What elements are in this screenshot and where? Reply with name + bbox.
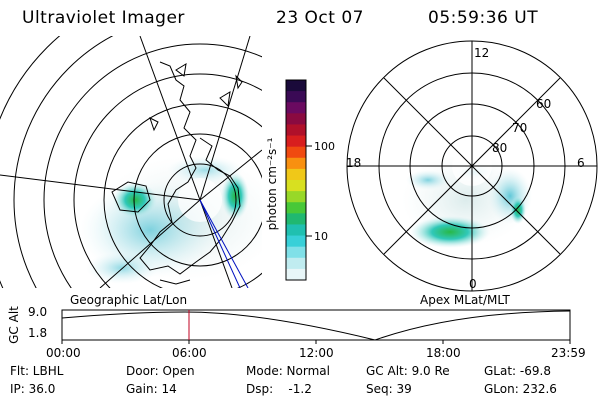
colorbar-segment	[286, 213, 306, 226]
colorbar-segment	[286, 157, 306, 170]
direction-line-1	[199, 199, 249, 288]
colorbar-segment	[286, 180, 306, 192]
altitude-curve	[61, 310, 571, 341]
colorbar-unit-label: photon cm⁻²s⁻¹	[265, 137, 279, 231]
colorbar-segment	[286, 91, 306, 103]
instrument-title: Ultraviolet Imager	[22, 8, 185, 28]
mlt-label-12: 12	[474, 46, 490, 60]
colorbar-segment	[286, 113, 306, 126]
colorbar-segment	[286, 202, 306, 214]
ip-info: IP: 36.0	[10, 382, 56, 396]
mlt-label-18: 18	[346, 156, 362, 170]
mlat-label-70: 70	[512, 121, 528, 135]
date-label: 23 Oct 07	[276, 8, 364, 28]
right-panel-label: Apex MLat/MLT	[420, 293, 510, 307]
colorbar-segment	[286, 135, 306, 148]
altitude-ylabel: GC Alt	[7, 306, 21, 344]
altitude-plot-frame	[61, 309, 571, 341]
colorbar	[286, 80, 306, 281]
dsp-info: Dsp: -1.2	[246, 382, 312, 396]
altitude-xtick-0000: 00:00	[46, 346, 81, 360]
coastlines	[111, 61, 243, 285]
aurora-emission-left	[80, 156, 262, 284]
meridians	[0, 36, 262, 288]
geographic-map	[0, 36, 262, 288]
glon-info: GLon: 232.6	[484, 382, 557, 396]
altitude-plot	[61, 309, 571, 344]
colorbar-segment	[286, 246, 306, 259]
colorbar-tick-label-100: 100	[314, 140, 335, 153]
colorbar-segment	[286, 191, 306, 203]
glat-info: GLat: -69.8	[484, 364, 551, 378]
left-panel-label: Geographic Lat/Lon	[70, 293, 188, 307]
colorbar-segment	[286, 102, 306, 114]
altitude-xtick-1200: 12:00	[299, 346, 334, 360]
latitude-circles	[0, 36, 262, 288]
colorbar-tick-label-10: 10	[314, 230, 328, 243]
colorbar-frame	[285, 79, 307, 281]
gain-info: Gain: 14	[126, 382, 177, 396]
colorbar-segment	[286, 268, 306, 281]
altitude-xtick-1800: 18:00	[426, 346, 461, 360]
colorbar-segment	[286, 168, 306, 181]
colorbar-segment	[286, 235, 306, 248]
mlt-label-0: 0	[469, 277, 477, 291]
mlt-label-6: 6	[577, 156, 585, 170]
altitude-xtick-2359: 23:59	[551, 346, 586, 360]
direction-line-2	[199, 199, 241, 288]
colorbar-segment	[286, 257, 306, 270]
time-label: 05:59:36 UT	[428, 8, 539, 28]
colorbar-segment	[286, 224, 306, 237]
gcalt-info: GC Alt: 9.0 Re	[366, 364, 450, 378]
flt-info: Flt: LBHL	[10, 364, 64, 378]
apex-polar-map	[346, 40, 598, 292]
colorbar-segment	[286, 124, 306, 137]
seq-info: Seq: 39	[366, 382, 412, 396]
altitude-xtick-0600: 06:00	[172, 346, 207, 360]
mlat-label-80: 80	[492, 141, 508, 155]
colorbar-segment	[286, 80, 306, 92]
altitude-ytick-9: 9.0	[28, 305, 48, 319]
altitude-x-ticks	[61, 340, 571, 344]
door-info: Door: Open	[126, 364, 195, 378]
mode-info: Mode: Normal	[246, 364, 330, 378]
colorbar-segment	[286, 146, 306, 159]
mlat-label-60: 60	[536, 97, 552, 111]
mlt-spokes	[347, 41, 597, 291]
altitude-ytick-1-8: 1.8	[28, 326, 48, 340]
